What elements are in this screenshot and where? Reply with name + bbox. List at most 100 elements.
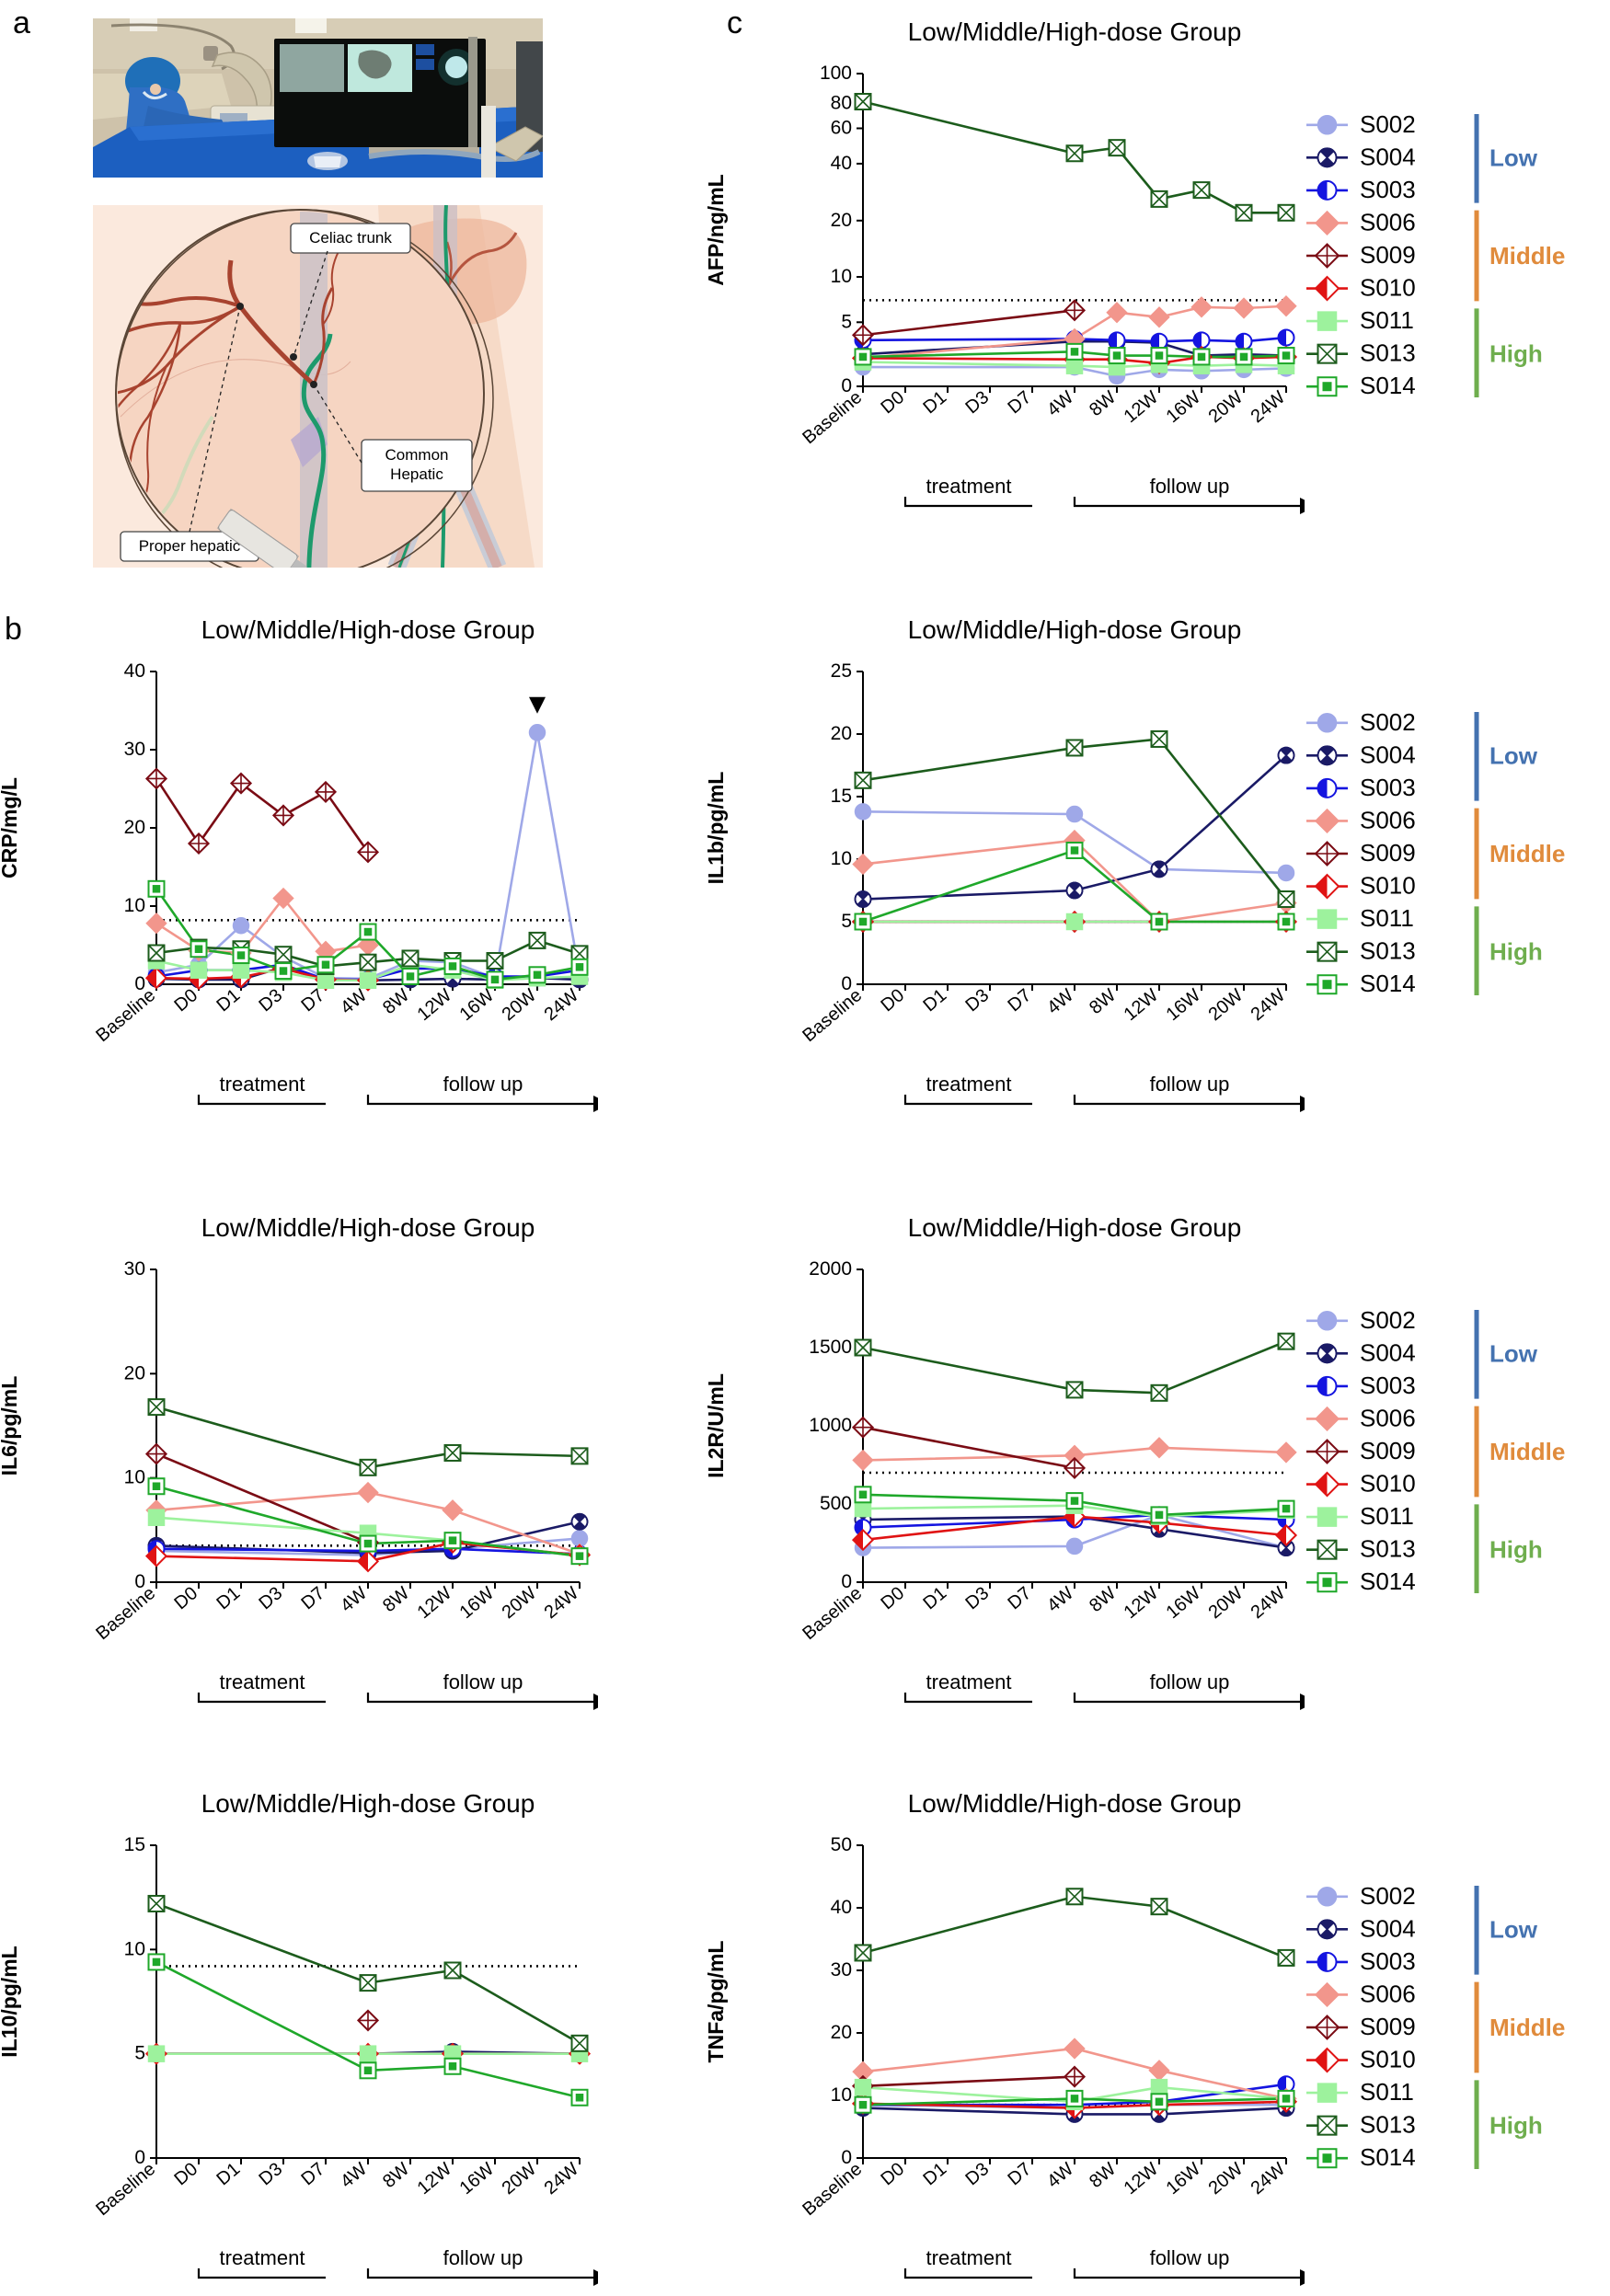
svg-text:TNFa/pg/mL: TNFa/pg/mL bbox=[707, 1941, 728, 2063]
svg-text:10: 10 bbox=[124, 1467, 145, 1488]
svg-text:IL2R/U/mL: IL2R/U/mL bbox=[707, 1373, 728, 1478]
svg-text:treatment: treatment bbox=[926, 1670, 1012, 1693]
svg-text:AFP/ng/mL: AFP/ng/mL bbox=[707, 174, 728, 285]
svg-text:Middle: Middle bbox=[1489, 1438, 1565, 1465]
svg-text:S011: S011 bbox=[1360, 904, 1414, 932]
svg-text:S009: S009 bbox=[1360, 839, 1416, 867]
svg-text:S011: S011 bbox=[1360, 1502, 1414, 1530]
svg-text:Low/Middle/High-dose Group: Low/Middle/High-dose Group bbox=[908, 1789, 1242, 1818]
svg-text:S004: S004 bbox=[1360, 740, 1416, 768]
svg-text:follow up: follow up bbox=[1150, 1073, 1230, 1096]
svg-text:treatment: treatment bbox=[220, 1073, 305, 1096]
svg-text:20: 20 bbox=[831, 723, 852, 744]
svg-text:follow up: follow up bbox=[443, 2246, 523, 2269]
svg-text:2000: 2000 bbox=[809, 1258, 852, 1280]
svg-text:IL1b/pg/mL: IL1b/pg/mL bbox=[707, 772, 728, 885]
svg-text:S004: S004 bbox=[1360, 1914, 1416, 1942]
svg-text:Low/Middle/High-dose Group: Low/Middle/High-dose Group bbox=[908, 1213, 1242, 1242]
svg-text:Low: Low bbox=[1489, 144, 1538, 171]
svg-text:S006: S006 bbox=[1360, 1980, 1416, 2007]
svg-text:30: 30 bbox=[831, 1959, 852, 1980]
svg-text:10: 10 bbox=[124, 1938, 145, 1959]
svg-text:follow up: follow up bbox=[1150, 1670, 1230, 1693]
svg-text:S002: S002 bbox=[1360, 1882, 1416, 1910]
svg-text:treatment: treatment bbox=[926, 475, 1012, 498]
svg-text:1000: 1000 bbox=[809, 1415, 852, 1436]
svg-text:Low/Middle/High-dose Group: Low/Middle/High-dose Group bbox=[908, 17, 1242, 46]
svg-text:10: 10 bbox=[124, 895, 145, 916]
svg-text:Low/Middle/High-dose Group: Low/Middle/High-dose Group bbox=[201, 1789, 535, 1818]
svg-text:60: 60 bbox=[831, 118, 852, 139]
svg-text:S002: S002 bbox=[1360, 110, 1416, 138]
svg-text:S006: S006 bbox=[1360, 1404, 1416, 1431]
svg-text:S011: S011 bbox=[1360, 306, 1414, 334]
svg-text:S010: S010 bbox=[1360, 2046, 1416, 2073]
svg-text:treatment: treatment bbox=[220, 2246, 305, 2269]
svg-text:Low: Low bbox=[1489, 1915, 1538, 1943]
svg-text:S010: S010 bbox=[1360, 872, 1416, 900]
svg-text:30: 30 bbox=[124, 1258, 145, 1280]
svg-text:S003: S003 bbox=[1360, 1372, 1416, 1399]
svg-text:30: 30 bbox=[124, 739, 145, 760]
svg-text:5: 5 bbox=[841, 311, 852, 332]
svg-text:20: 20 bbox=[831, 210, 852, 231]
svg-text:CRP/mg/L: CRP/mg/L bbox=[0, 777, 21, 878]
svg-text:100: 100 bbox=[820, 63, 852, 84]
svg-text:20: 20 bbox=[124, 817, 145, 838]
svg-text:Low: Low bbox=[1489, 1339, 1538, 1367]
svg-text:Middle: Middle bbox=[1489, 242, 1565, 270]
svg-text:S006: S006 bbox=[1360, 208, 1416, 235]
svg-text:S010: S010 bbox=[1360, 1470, 1416, 1498]
svg-text:S009: S009 bbox=[1360, 241, 1416, 269]
svg-text:10: 10 bbox=[831, 266, 852, 287]
svg-text:S011: S011 bbox=[1360, 2078, 1414, 2106]
svg-text:S004: S004 bbox=[1360, 1338, 1416, 1366]
svg-text:S014: S014 bbox=[1360, 2143, 1416, 2171]
svg-text:40: 40 bbox=[831, 153, 852, 174]
svg-text:Middle: Middle bbox=[1489, 2014, 1565, 2041]
svg-text:50: 50 bbox=[831, 1834, 852, 1855]
svg-text:treatment: treatment bbox=[926, 2246, 1012, 2269]
svg-text:Hepatic: Hepatic bbox=[390, 465, 443, 483]
svg-text:Low: Low bbox=[1489, 741, 1538, 769]
svg-text:Middle: Middle bbox=[1489, 840, 1565, 867]
svg-text:High: High bbox=[1489, 938, 1543, 966]
svg-text:follow up: follow up bbox=[443, 1670, 523, 1693]
svg-text:follow up: follow up bbox=[1150, 475, 1230, 498]
svg-text:High: High bbox=[1489, 1536, 1543, 1564]
svg-text:IL10/pg/mL: IL10/pg/mL bbox=[0, 1946, 21, 2057]
svg-text:S006: S006 bbox=[1360, 806, 1416, 833]
svg-text:S014: S014 bbox=[1360, 372, 1416, 399]
svg-text:S013: S013 bbox=[1360, 2111, 1416, 2139]
svg-text:Low/Middle/High-dose Group: Low/Middle/High-dose Group bbox=[908, 615, 1242, 644]
svg-text:20: 20 bbox=[124, 1362, 145, 1383]
svg-text:S003: S003 bbox=[1360, 1947, 1416, 1975]
svg-text:Low/Middle/High-dose Group: Low/Middle/High-dose Group bbox=[201, 1213, 535, 1242]
svg-text:80: 80 bbox=[831, 92, 852, 113]
svg-text:S013: S013 bbox=[1360, 1535, 1416, 1563]
svg-text:treatment: treatment bbox=[220, 1670, 305, 1693]
svg-text:S014: S014 bbox=[1360, 1567, 1416, 1595]
svg-text:15: 15 bbox=[124, 1834, 145, 1855]
svg-text:15: 15 bbox=[831, 786, 852, 807]
svg-text:S003: S003 bbox=[1360, 176, 1416, 203]
svg-text:treatment: treatment bbox=[926, 1073, 1012, 1096]
svg-text:500: 500 bbox=[820, 1493, 852, 1514]
svg-text:S004: S004 bbox=[1360, 143, 1416, 170]
svg-text:S010: S010 bbox=[1360, 274, 1416, 302]
svg-text:S013: S013 bbox=[1360, 339, 1416, 367]
svg-text:S003: S003 bbox=[1360, 774, 1416, 801]
svg-text:High: High bbox=[1489, 340, 1543, 368]
svg-text:Common: Common bbox=[385, 446, 449, 464]
svg-text:5: 5 bbox=[134, 2043, 145, 2064]
svg-text:5: 5 bbox=[841, 911, 852, 932]
svg-text:S013: S013 bbox=[1360, 937, 1416, 965]
svg-text:Celiac trunk: Celiac trunk bbox=[309, 229, 392, 247]
svg-text:S014: S014 bbox=[1360, 970, 1416, 997]
svg-text:follow up: follow up bbox=[443, 1073, 523, 1096]
svg-text:S002: S002 bbox=[1360, 708, 1416, 736]
svg-text:S002: S002 bbox=[1360, 1306, 1416, 1334]
svg-text:10: 10 bbox=[831, 2084, 852, 2106]
svg-text:IL6/pg/mL: IL6/pg/mL bbox=[0, 1376, 21, 1476]
svg-text:S009: S009 bbox=[1360, 1437, 1416, 1464]
